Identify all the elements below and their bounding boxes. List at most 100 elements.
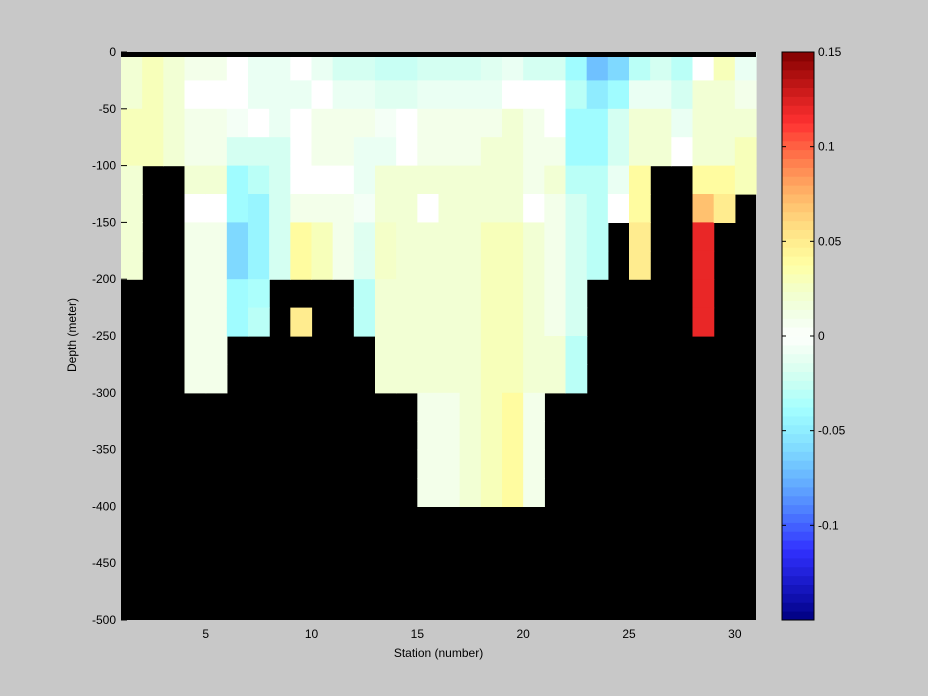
- heatmap-cell: [607, 52, 630, 81]
- colorbar-segment: [782, 256, 814, 266]
- colorbar-segment: [782, 415, 814, 426]
- heatmap-cell: [417, 80, 440, 110]
- heatmap-cell: [396, 165, 418, 195]
- heatmap-cell: [375, 250, 397, 280]
- heatmap-cell: [586, 108, 609, 138]
- heatmap-cell: [121, 137, 143, 167]
- heatmap-cell: [226, 165, 249, 195]
- heatmap-cell: [629, 80, 651, 110]
- heatmap-cell: [544, 194, 567, 223]
- heatmap-cell: [396, 80, 418, 110]
- colorbar-segment: [782, 584, 814, 594]
- heatmap-cell: [734, 165, 757, 195]
- heatmap-cell: [438, 165, 461, 195]
- heatmap-cell: [523, 194, 545, 223]
- heatmap-cell: [375, 52, 397, 81]
- colorbar-segment: [782, 593, 814, 603]
- heatmap-cell: [311, 137, 334, 167]
- heatmap-cell: [248, 222, 270, 252]
- heatmap-cell: [163, 108, 186, 138]
- heatmap-cell: [290, 80, 313, 110]
- colorbar-segment: [782, 96, 814, 106]
- heatmap-cell: [692, 165, 715, 195]
- heatmap-cell: [671, 52, 694, 81]
- colorbar-segment: [782, 220, 814, 231]
- colorbar-tick-label: -0.1: [818, 518, 839, 532]
- heatmap-cell: [523, 478, 545, 507]
- heatmap-cell: [121, 194, 143, 223]
- heatmap-cell: [163, 137, 186, 167]
- heatmap-cell: [438, 52, 461, 81]
- colorbar-segment: [782, 451, 814, 461]
- colorbar-segment: [782, 540, 814, 550]
- heatmap-cell: [417, 279, 440, 309]
- colorbar-segment: [782, 504, 814, 515]
- heatmap-cell: [565, 279, 588, 309]
- heatmap-cell: [692, 250, 715, 280]
- heatmap-cell: [417, 137, 440, 167]
- heatmap-cell: [586, 222, 609, 252]
- heatmap-cell: [248, 80, 270, 110]
- heatmap-cell: [502, 194, 524, 223]
- heatmap-cell: [523, 279, 545, 309]
- colorbar-segment: [782, 265, 814, 275]
- colorbar-segment: [782, 407, 814, 417]
- heatmap-cell: [480, 80, 503, 110]
- heatmap-cell: [226, 279, 249, 309]
- heatmap-cell: [607, 108, 630, 138]
- heatmap-cell: [459, 52, 482, 81]
- heatmap-cell: [692, 194, 715, 223]
- x-tick-label: 10: [305, 627, 319, 641]
- colorbar-segment: [782, 131, 814, 142]
- heatmap-cell: [226, 52, 249, 81]
- heatmap-cell: [184, 336, 207, 365]
- heatmap-cell: [438, 364, 461, 394]
- heatmap-cells: [121, 52, 757, 507]
- heatmap-cell: [586, 165, 609, 195]
- heatmap-cell: [205, 80, 228, 110]
- heatmap-cell: [650, 108, 672, 138]
- heatmap-cell: [375, 307, 397, 337]
- heatmap-cell: [713, 108, 736, 138]
- heatmap-cell: [353, 307, 376, 337]
- heatmap-cell: [311, 250, 334, 280]
- heatmap-cell: [290, 108, 313, 138]
- heatmap-cell: [396, 307, 418, 337]
- colorbar-segment: [782, 513, 814, 523]
- plot-area: [121, 52, 757, 620]
- heatmap-cell: [375, 165, 397, 195]
- y-axis-ticks: 0 -50 -100 -150 -200 -250 -300 -350 -400 -450 -500: [92, 45, 127, 627]
- heatmap-cell: [248, 108, 270, 138]
- heatmap-cell: [692, 137, 715, 167]
- heatmap-cell: [713, 52, 736, 81]
- heatmap-cell: [607, 80, 630, 110]
- heatmap-cell: [502, 222, 524, 252]
- colorbar-segment: [782, 69, 814, 80]
- heatmap-cell: [396, 336, 418, 365]
- colorbar-segment: [782, 371, 814, 381]
- y-tick-label: -400: [92, 499, 116, 513]
- heatmap-cell: [311, 80, 334, 110]
- heatmap-cell: [205, 108, 228, 138]
- heatmap-cell: [353, 137, 376, 167]
- heatmap-cell: [544, 80, 567, 110]
- heatmap-cell: [523, 336, 545, 365]
- heatmap-cell: [502, 165, 524, 195]
- heatmap-cell: [417, 478, 440, 507]
- heatmap-cell: [502, 336, 524, 365]
- heatmap-cell: [269, 222, 291, 252]
- heatmap-cell: [375, 137, 397, 167]
- colorbar-segment: [782, 238, 814, 248]
- x-tick-label: 5: [202, 627, 209, 641]
- heatmap-cell: [502, 364, 524, 394]
- heatmap-cell: [480, 364, 503, 394]
- colorbar-segment: [782, 87, 814, 97]
- colorbar-segment: [782, 424, 814, 435]
- colorbar-segment: [782, 78, 814, 88]
- heatmap-cell: [734, 137, 757, 167]
- heatmap-cell: [396, 222, 418, 252]
- colorbar-segment: [782, 211, 814, 222]
- y-tick-label: -500: [92, 613, 116, 627]
- colorbar-segment: [782, 398, 814, 408]
- heatmap-cell: [438, 194, 461, 223]
